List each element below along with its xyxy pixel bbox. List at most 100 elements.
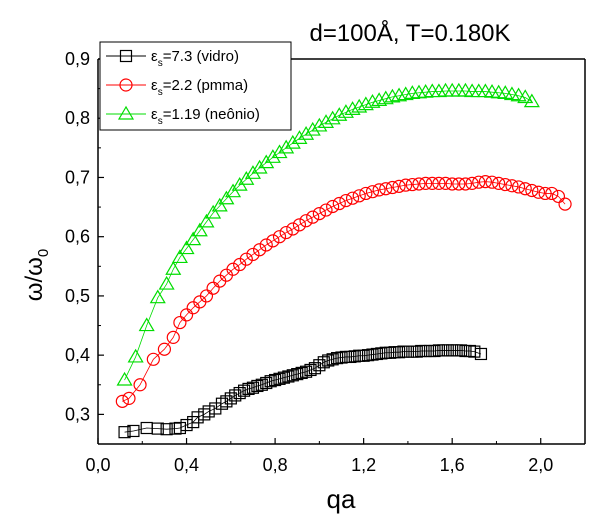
data-point: [273, 372, 286, 385]
data-point: [517, 89, 534, 104]
data-point: [166, 330, 180, 344]
data-point: [317, 356, 330, 369]
data-point: [205, 204, 222, 219]
data-point: [319, 203, 333, 217]
data-point: [251, 159, 268, 174]
data-point: [258, 154, 275, 169]
data-point: [485, 175, 499, 189]
y-axis-title: ω/ω0: [21, 249, 52, 302]
data-point: [322, 354, 335, 367]
data-point: [377, 90, 394, 105]
data-point: [118, 426, 131, 439]
data-point: [211, 197, 228, 212]
data-point: [272, 230, 287, 244]
data-point: [271, 144, 288, 159]
data-point: [438, 176, 453, 190]
data-point: [251, 379, 264, 393]
data-point: [359, 186, 373, 201]
legend-entry-label: εs=2.2 (pmma): [151, 77, 248, 98]
data-point: [206, 281, 220, 295]
data-point: [332, 196, 346, 211]
data-point: [246, 381, 260, 394]
data-point: [311, 117, 328, 132]
data-point: [233, 257, 247, 272]
data-point: [149, 289, 166, 304]
data-point: [199, 289, 214, 303]
series-square: [118, 344, 488, 439]
data-point: [259, 238, 273, 252]
data-point: [397, 86, 414, 101]
data-point: [523, 93, 540, 108]
data-point: [312, 206, 326, 221]
legend-marker: [119, 78, 133, 92]
data-point: [392, 179, 406, 193]
data-point: [492, 176, 506, 190]
y-tick-label: 0,3: [65, 404, 90, 424]
data-point: [268, 373, 282, 387]
y-tick-label: 0,5: [65, 286, 90, 306]
data-point: [264, 375, 277, 388]
data-point: [531, 185, 546, 199]
data-point: [306, 210, 320, 224]
data-point: [295, 366, 308, 380]
data-point: [412, 177, 426, 191]
y-tick-label: 0,8: [65, 108, 90, 128]
legend: εs=7.3 (vidro) εs=2.2 (pmma) εs=1.19 (neôn…: [99, 41, 292, 131]
data-point: [266, 234, 280, 248]
data-point: [324, 110, 341, 125]
data-point: [351, 98, 368, 113]
data-point: [246, 247, 260, 262]
data-point: [173, 315, 187, 330]
data-point: [538, 186, 552, 201]
data-point: [291, 130, 308, 144]
data-point: [202, 405, 215, 418]
data-point: [173, 421, 187, 435]
data-point: [238, 384, 251, 397]
x-tick-label: 1,6: [440, 455, 465, 475]
legend-entry-label: εs=1.19 (neônio): [151, 106, 260, 127]
data-point: [525, 183, 539, 198]
x-axis-title: qa: [327, 484, 356, 514]
series-line: [124, 350, 482, 433]
data-point: [357, 96, 374, 111]
data-point: [326, 199, 340, 214]
x-tick-label: 1,2: [351, 455, 376, 475]
data-point: [465, 176, 479, 190]
y-tick-label: 0,7: [65, 167, 90, 187]
data-point: [432, 176, 446, 190]
data-point: [445, 177, 459, 191]
data-point: [160, 423, 173, 436]
y-tick-label: 0,6: [65, 227, 90, 247]
data-point: [165, 261, 182, 275]
y-axis-title-main: ω/ω: [21, 257, 48, 301]
data-point: [545, 186, 559, 201]
data-point: [384, 88, 401, 103]
data-point: [299, 365, 313, 378]
series-line: [122, 181, 566, 402]
data-point: [518, 182, 532, 196]
data-point: [298, 126, 315, 140]
data-point: [260, 376, 273, 390]
data-point: [286, 222, 300, 236]
data-point: [345, 191, 360, 205]
data-point: [458, 177, 473, 191]
data-point: [127, 348, 144, 363]
data-point: [326, 353, 339, 366]
data-point: [498, 177, 512, 192]
series-line: [124, 90, 533, 381]
data-point: [171, 249, 188, 264]
data-point: [138, 317, 155, 332]
data-point: [116, 371, 133, 386]
data-point: [505, 179, 519, 193]
data-point: [158, 275, 175, 290]
series-circle: [115, 175, 572, 408]
data-point: [252, 243, 267, 257]
data-point: [364, 94, 381, 108]
x-tick-label: 0,0: [85, 455, 110, 475]
data-point: [255, 378, 268, 391]
data-point: [371, 92, 388, 107]
data-point: [511, 180, 526, 194]
legend-marker: [117, 105, 135, 120]
data-point: [179, 308, 194, 322]
data-point: [178, 240, 195, 255]
